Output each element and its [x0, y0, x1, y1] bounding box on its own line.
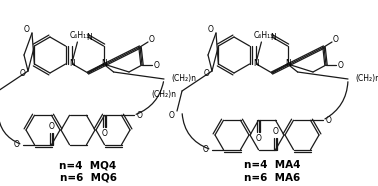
Text: n=4  MA4: n=4 MA4 [244, 160, 300, 170]
Text: (CH₂)n: (CH₂)n [152, 89, 177, 99]
Text: O: O [256, 134, 262, 143]
Text: n=6  MA6: n=6 MA6 [244, 173, 300, 183]
Text: O: O [208, 25, 214, 34]
Text: O: O [203, 145, 208, 154]
Text: O: O [24, 25, 30, 34]
Text: N: N [102, 59, 107, 68]
Text: N: N [254, 60, 259, 68]
Text: C₆H₁₃: C₆H₁₃ [69, 31, 90, 39]
Text: O: O [333, 36, 339, 44]
Text: C₆H₁₃: C₆H₁₃ [253, 31, 274, 39]
Text: O: O [325, 116, 332, 125]
Text: O: O [102, 129, 107, 138]
Text: (CH₂)n: (CH₂)n [172, 75, 197, 84]
Text: O: O [149, 36, 155, 44]
Text: (CH₂)n: (CH₂)n [355, 75, 378, 84]
Text: O: O [14, 140, 19, 149]
Text: N: N [286, 59, 291, 68]
Text: O: O [273, 127, 279, 136]
Text: O: O [48, 122, 54, 131]
Text: N: N [86, 33, 92, 41]
Text: O: O [154, 60, 160, 70]
Text: O: O [20, 70, 26, 78]
Text: n=4  MQ4: n=4 MQ4 [59, 160, 117, 170]
Text: N: N [70, 60, 75, 68]
Text: n=6  MQ6: n=6 MQ6 [59, 173, 116, 183]
Text: O: O [204, 70, 210, 78]
Text: O: O [136, 111, 143, 120]
Text: O: O [169, 111, 175, 121]
Text: N: N [270, 33, 276, 41]
Text: O: O [338, 60, 344, 70]
